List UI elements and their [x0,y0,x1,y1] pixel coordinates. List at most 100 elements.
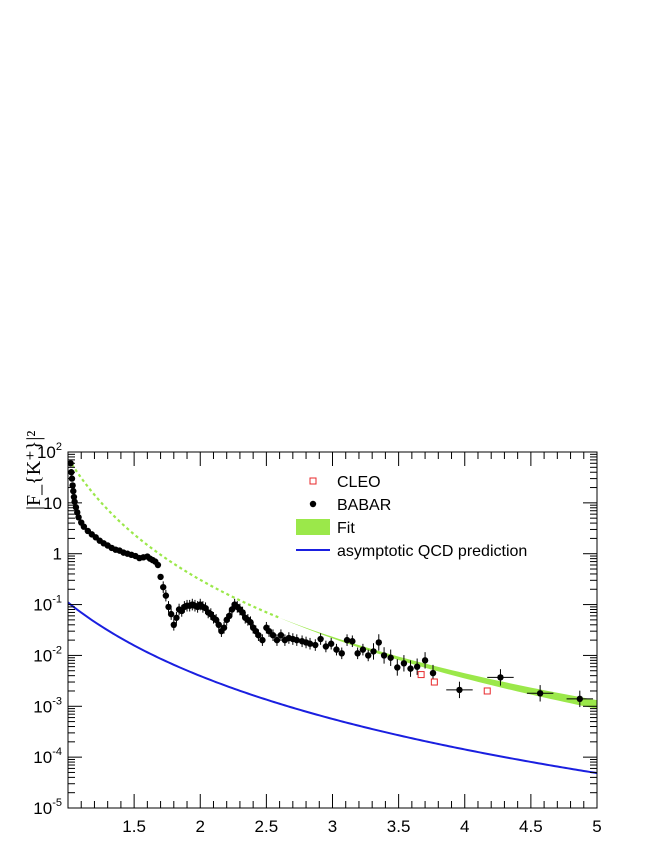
babar-point [293,636,300,644]
legend-label: Fit [337,520,355,537]
y-tick-label: 1 [53,545,62,564]
babar-point [162,592,170,599]
babar-point [277,631,285,639]
babar-point [74,509,81,516]
x-tick-label: 3 [328,817,337,836]
cleo-point [417,671,425,679]
babar-point [247,619,254,626]
babar-point [365,652,372,659]
babar-point [259,636,266,644]
y-tick-label: 10-3 [33,695,62,716]
legend-cleo-marker [309,477,317,485]
babar-point [380,652,388,659]
fit-band [279,617,597,709]
y-tick-base: 10 [33,748,52,767]
babar-point [269,631,277,639]
babar-point [71,498,78,505]
legend-label: CLEO [337,474,381,491]
y-tick-exponent: -1 [52,594,62,606]
babar-point [273,636,281,644]
y-tick-base: 10 [33,596,52,615]
data-points-layer [67,460,594,708]
y-tick-label: 10-1 [33,594,62,615]
babar-point [255,631,262,639]
babar-point [536,690,544,697]
legend: CLEO BABAR Fit asymptotic QCD prediction [296,474,527,560]
babar-point [154,561,162,569]
y-tick-base: 10 [43,494,62,513]
y-tick-label: 10-4 [33,746,62,767]
babar-point [70,487,77,495]
x-tick-label: 2.5 [255,817,279,836]
babar-point [220,624,228,631]
fit-band-layer [71,463,597,709]
babar-point [322,643,330,650]
y-tick-label: 10 [43,494,62,513]
babar-point [317,635,324,643]
babar-point [157,573,164,581]
babar-point [215,621,222,629]
babar-point [70,493,78,501]
babar-point [421,657,429,664]
x-tick-label: 4.5 [519,817,543,836]
fit-extrapolation-line [71,463,279,619]
axes: 1.5 2 2.5 3 3.5 4 4.5 510-510-410-310-210-11101… [33,441,601,836]
qcd-prediction-line [67,601,598,775]
babar-point [456,686,463,694]
babar-point [312,641,319,649]
y-tick-base: 10 [33,799,52,818]
babar-point [75,514,82,521]
babar-point [69,482,76,489]
babar-point [370,648,377,655]
x-tick-label: 1.5 [122,817,146,836]
x-tick-label: 2 [196,817,205,836]
babar-point [349,638,356,645]
babar-point [429,669,437,677]
y-tick-label: 10-5 [33,797,62,818]
babar-point [170,621,177,629]
legend-babar-marker [309,500,317,508]
y-tick-label: 102 [37,441,62,462]
babar-point [173,614,180,621]
babar-point [212,616,220,624]
y-tick-exponent: -5 [52,797,62,809]
legend-label: BABAR [337,497,391,514]
plot-area [67,460,598,775]
babar-point [239,609,246,616]
babar-point [327,640,335,647]
cleo-point [430,678,438,686]
x-tick-label: 5 [592,817,601,836]
babar-point [80,523,88,530]
babar-point [394,664,401,671]
babar-point [338,650,345,657]
babar-point [167,610,175,618]
y-tick-base: 10 [33,646,52,665]
babar-point [265,627,273,635]
babar-point [343,636,351,644]
babar-point [306,640,314,647]
babar-point [160,583,167,591]
babar-point [413,663,421,670]
y-axis-label: |F_{K⁺}|² [23,431,45,510]
y-tick-exponent: -3 [52,695,62,707]
babar-point [576,695,584,703]
babar-point [375,639,382,646]
y-tick-exponent: 2 [56,441,62,453]
babar-point [165,603,172,611]
qcd-curve-layer [67,601,598,775]
babar-point [400,660,408,667]
babar-point [354,650,361,657]
y-tick-base: 10 [37,443,56,462]
legend-label: asymptotic QCD prediction [337,543,527,560]
y-tick-exponent: -2 [52,644,62,656]
plot-frame [67,451,598,809]
y-tick-base: 1 [53,545,62,564]
y-tick-label: 10-2 [33,644,62,665]
babar-point [226,612,233,620]
y-tick-base: 10 [33,697,52,716]
legend-fit-swatch [296,519,330,535]
babar-point [333,646,340,653]
x-tick-label: 4 [460,817,469,836]
babar-point [228,606,236,613]
